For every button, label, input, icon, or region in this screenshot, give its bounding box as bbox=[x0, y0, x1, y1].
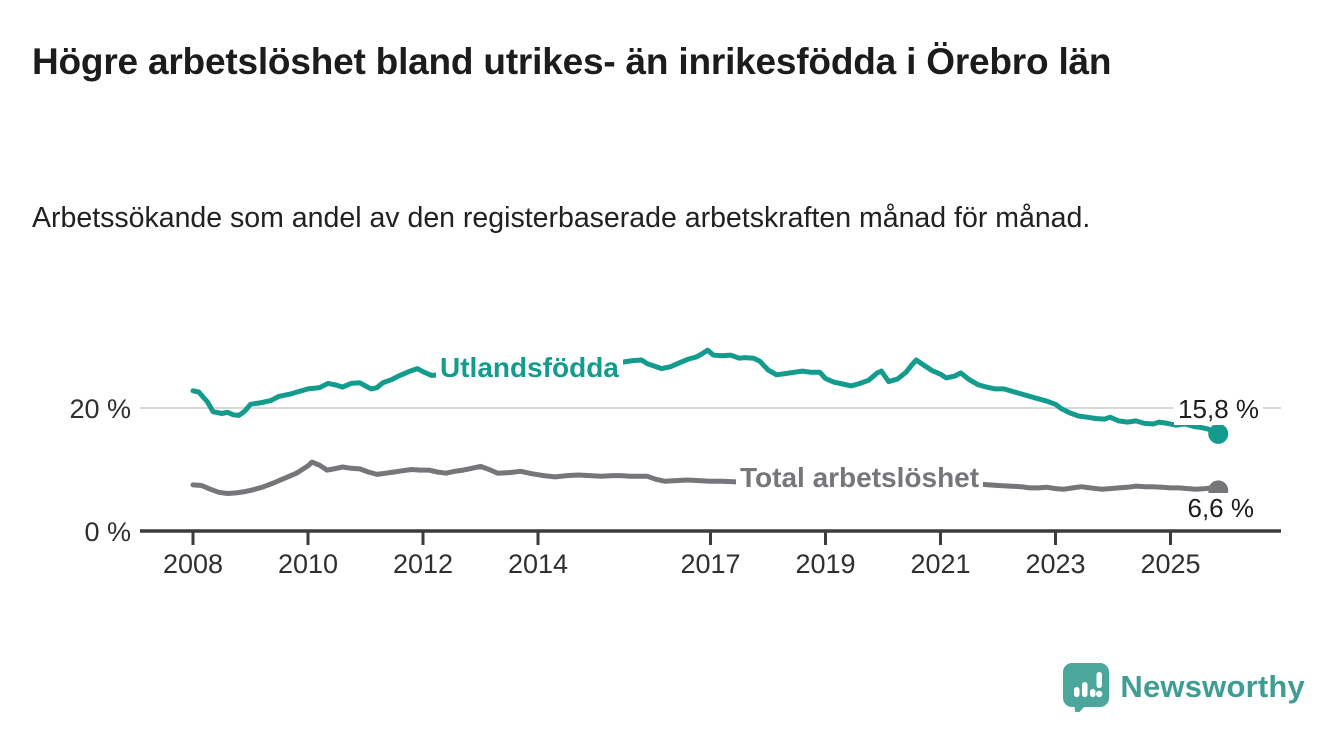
newsworthy-logo-icon bbox=[1063, 663, 1110, 712]
x-axis-label-2017: 2017 bbox=[680, 549, 741, 579]
x-axis-label-2014: 2014 bbox=[507, 549, 569, 579]
end-value-label-total: 6,6 % bbox=[1183, 493, 1258, 524]
newsworthy-logo-text: Newsworthy bbox=[1120, 669, 1305, 704]
x-axis-label-2010: 2010 bbox=[277, 549, 339, 579]
x-axis-label-2019: 2019 bbox=[795, 549, 856, 579]
y-axis-label-0: 0 % bbox=[84, 517, 131, 547]
x-axis-label-2023: 2023 bbox=[1025, 549, 1086, 579]
series-label-total: Total arbetslöshet bbox=[736, 461, 984, 495]
series-line-0 bbox=[190, 347, 1221, 437]
y-axis-label-20: 20 % bbox=[69, 394, 131, 424]
x-axis-label-2025: 2025 bbox=[1140, 549, 1201, 579]
series-end-dot-0 bbox=[1208, 423, 1229, 444]
x-axis-label-2012: 2012 bbox=[392, 549, 454, 579]
end-value-label-utlandsfodda: 15,8 % bbox=[1174, 394, 1263, 425]
x-axis-label-2008: 2008 bbox=[162, 549, 224, 579]
series-line-1 bbox=[190, 459, 1221, 496]
page-title: Högre arbetslöshet bland utrikes- än inr… bbox=[32, 41, 1112, 82]
x-axis-label-2021: 2021 bbox=[910, 549, 971, 579]
chart-subtitle: Arbetssökande som andel av den registerb… bbox=[32, 202, 1091, 234]
series-label-utlandsfodda: Utlandsfödda bbox=[436, 351, 623, 385]
newsworthy-branding: Newsworthy bbox=[1062, 662, 1305, 712]
